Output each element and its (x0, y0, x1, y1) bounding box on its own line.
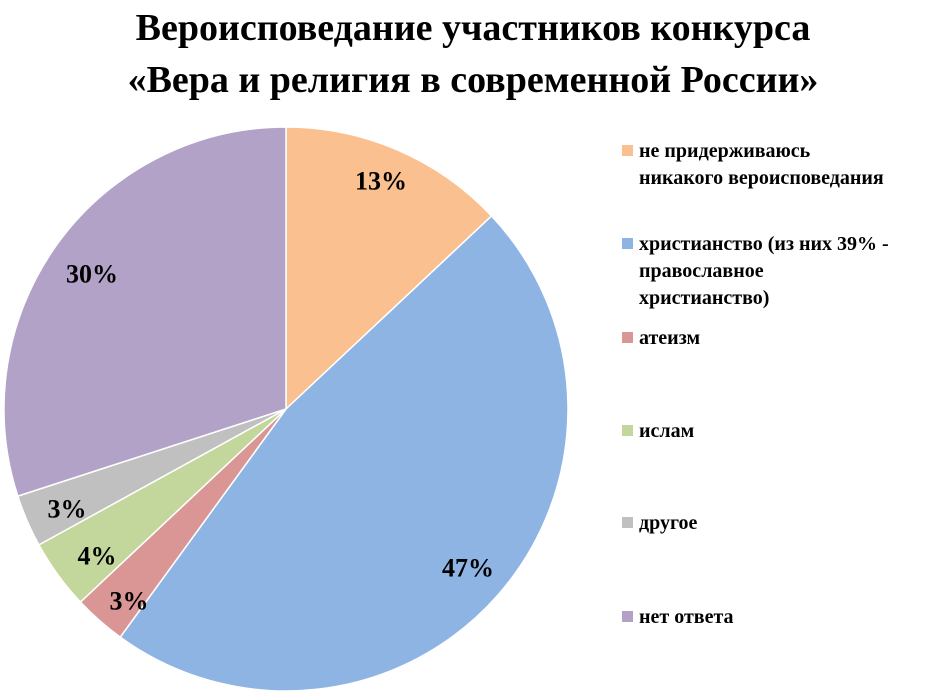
chart-title-line-2: «Вера и религия в современной России» (127, 59, 819, 101)
legend-item: другое (622, 510, 697, 537)
legend-item: христианство (из них 39% - православное … (622, 231, 889, 312)
legend-swatch (622, 517, 633, 528)
pie-data-label: 13% (355, 167, 407, 196)
legend-item: нет ответа (622, 604, 734, 631)
legend-item: ислам (622, 418, 694, 445)
pie-slice (119, 214, 569, 692)
legend-label: атеизм (639, 327, 701, 349)
pie-data-label: 3% (110, 587, 149, 616)
legend-label: нет ответа (639, 606, 734, 628)
legend: не придерживаюсь никакого вероисповедани… (622, 0, 942, 696)
chart-title: Вероисповедание участников конкурса «Вер… (0, 2, 946, 106)
legend-label: другое (639, 512, 698, 534)
pie-data-label: 30% (66, 260, 118, 289)
pie-data-label: 4% (78, 542, 117, 571)
legend-swatch (622, 425, 633, 436)
legend-label: ислам (639, 420, 695, 442)
legend-item: не придерживаюсь никакого вероисповедани… (622, 138, 884, 192)
legend-item: атеизм (622, 325, 700, 352)
legend-swatch (622, 238, 633, 249)
pie-data-label: 47% (442, 554, 494, 583)
legend-swatch (622, 145, 633, 156)
legend-label: христианство (из них 39% - православное … (639, 233, 889, 309)
pie-data-label: 3% (48, 495, 87, 524)
pie-slice (285, 126, 493, 411)
chart-title-line-1: Вероисповедание участников конкурса (135, 7, 811, 49)
pie-slice (3, 126, 287, 498)
legend-swatch (622, 332, 633, 343)
legend-swatch (622, 611, 633, 622)
legend-label: не придерживаюсь никакого вероисповедани… (639, 140, 884, 189)
